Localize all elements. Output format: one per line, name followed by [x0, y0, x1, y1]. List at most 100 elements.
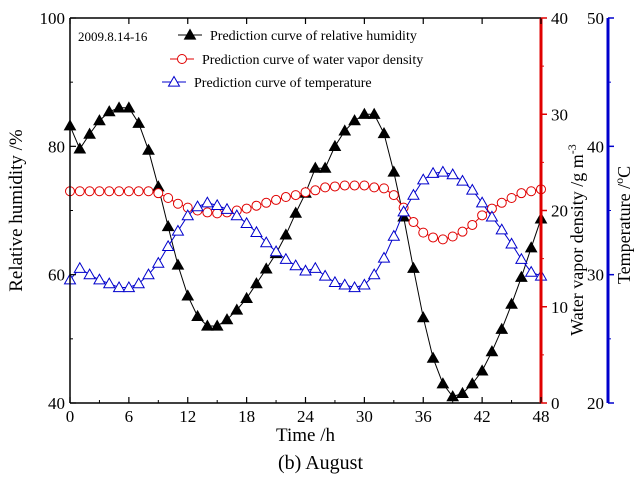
data-point: [73, 142, 87, 154]
data-point: [230, 209, 244, 221]
data-point: [338, 124, 352, 136]
x-tick-label: 6: [125, 407, 134, 426]
data-point: [408, 217, 419, 228]
data-point: [524, 265, 538, 277]
data-point: [112, 280, 126, 293]
data-point: [339, 180, 350, 191]
x-tick-label: 0: [66, 407, 75, 426]
data-point: [467, 219, 478, 230]
data-point: [84, 186, 95, 197]
data-point: [456, 174, 469, 186]
data-point: [318, 161, 332, 173]
data-point: [359, 180, 370, 191]
data-point: [358, 107, 371, 119]
vapor-axis-label: Water vapor density: [567, 187, 587, 336]
data-point: [338, 278, 352, 290]
data-point: [289, 206, 303, 218]
data-point: [83, 127, 96, 139]
data-point: [526, 186, 537, 197]
data-point: [308, 161, 322, 173]
vapor-tick-label: 40: [551, 9, 568, 28]
data-point: [358, 278, 371, 290]
vapor-tick-label: 10: [551, 298, 568, 317]
data-point: [485, 210, 499, 222]
series-2: [63, 165, 548, 293]
data-point: [240, 291, 253, 304]
data-point: [289, 259, 303, 271]
data-point: [181, 289, 195, 301]
data-point: [210, 319, 224, 331]
data-point: [114, 186, 125, 197]
data-point: [367, 268, 381, 280]
data-point: [210, 198, 224, 210]
data-point: [220, 202, 234, 214]
data-point: [202, 207, 213, 218]
temp-tick-label: 40: [587, 137, 604, 156]
data-point: [212, 208, 223, 219]
data-point: [416, 173, 430, 185]
data-point: [94, 186, 105, 197]
temp-tick-label: 20: [587, 394, 604, 413]
series-line: [69, 107, 542, 398]
data-point: [496, 197, 507, 208]
series-1: [65, 180, 546, 245]
data-point: [191, 309, 204, 321]
data-point: [418, 227, 429, 238]
data-point: [171, 258, 185, 270]
data-point: [191, 200, 204, 212]
data-point: [299, 264, 312, 276]
data-point: [132, 116, 146, 128]
legend-label: Prediction curve of relative humidity: [210, 29, 417, 44]
date-annotation: 2009.8.14-16: [78, 29, 148, 44]
data-point: [387, 229, 401, 241]
data-point: [93, 273, 106, 285]
data-point: [310, 185, 321, 196]
x-axis-title: Time /h: [276, 425, 335, 446]
data-point: [171, 224, 185, 236]
x-tick-label: 24: [297, 407, 315, 426]
data-point: [220, 313, 234, 325]
data-point: [143, 186, 154, 197]
data-point: [446, 390, 460, 402]
x-tick-label: 30: [356, 407, 373, 426]
legend-label: Prediction curve of water vapor density: [202, 53, 423, 68]
left-axis-title: Relative humidity /%: [6, 129, 27, 292]
data-point: [73, 261, 87, 273]
data-point: [259, 236, 273, 248]
data-point: [485, 345, 499, 357]
temp-axis-title: Temperature /oC: [612, 166, 634, 284]
temp-tick-label: 50: [587, 9, 604, 28]
data-point: [436, 165, 450, 177]
data-point: [456, 386, 469, 398]
data-point: [172, 198, 183, 209]
left-tick-label: 60: [48, 266, 65, 285]
data-point: [300, 187, 311, 198]
data-point: [250, 225, 263, 237]
x-tick-label: 42: [474, 407, 491, 426]
data-point: [142, 268, 155, 280]
data-point: [308, 261, 322, 273]
data-point: [457, 226, 468, 237]
x-tick-label: 36: [415, 407, 432, 426]
data-point: [102, 105, 116, 117]
data-point: [271, 194, 282, 205]
legend-marker: [167, 75, 181, 87]
data-point: [240, 216, 253, 228]
data-point: [516, 188, 527, 199]
data-point: [328, 139, 342, 151]
x-tick-label: 48: [533, 407, 550, 426]
data-point: [397, 205, 410, 217]
data-point: [161, 220, 175, 232]
data-point: [367, 107, 381, 119]
data-point: [133, 186, 144, 197]
data-point: [163, 192, 174, 203]
data-point: [369, 182, 380, 193]
data-point: [475, 364, 489, 376]
data-point: [279, 252, 293, 264]
temp-tick-label: 30: [587, 266, 604, 285]
data-point: [348, 114, 361, 126]
data-point: [477, 210, 488, 221]
left-tick-label: 100: [40, 9, 66, 28]
temp-axis-label: Temperature /: [614, 184, 634, 284]
data-point: [387, 165, 401, 177]
